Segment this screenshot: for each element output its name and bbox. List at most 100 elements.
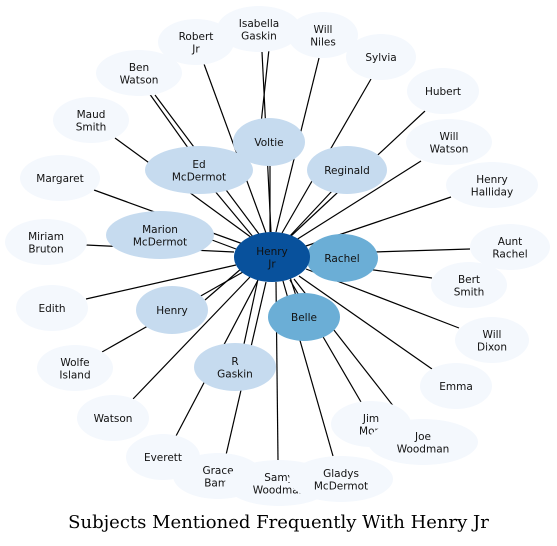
node-henry: Henry [136,286,208,334]
node-label-bert-smith: Bert Smith [454,274,485,299]
node-will-dixon: Will Dixon [455,317,529,363]
node-label-grace-bamf: Grace Bamf [202,465,233,490]
node-reginald: Reginald [307,146,387,194]
node-label-henry-jr: Henry Jr [256,246,288,271]
node-label-watson: Watson [94,413,133,425]
node-will-niles: Will Niles [288,12,358,58]
node-layer: Isabella Gaskin Will Niles Robert Jr Sylvia Ben… [5,6,550,506]
node-joe-woodman: Joe Woodman [368,419,478,465]
node-label-ed-mcdermot: Ed McDermot [172,159,226,184]
node-shape-henry-halliday [446,162,538,208]
node-shape-reginald [307,146,387,194]
edge-henry-jr-r-gaskin [243,278,259,345]
node-label-will-watson: Will Watson [430,131,469,156]
edge-henry-jr-edith [85,264,237,300]
node-label-voltie: Voltie [254,137,283,149]
node-shape-edith [16,285,88,331]
node-label-marion-mcdermot: Marion McDermot [133,224,187,249]
edge-henry-jr-watson [132,276,251,400]
node-label-gladys-mcdermot: Gladys McDermot [314,468,368,493]
node-shape-aunt-rachel [470,224,550,270]
node-shape-voltie [233,118,305,166]
node-watson: Watson [77,395,149,441]
node-will-watson: Will Watson [406,119,492,165]
node-label-aunt-rachel: Aunt Rachel [492,236,527,261]
edge-henry-jr-emma [298,275,433,370]
node-label-r-gaskin: R Gaskin [217,356,253,381]
node-belle: Belle [268,293,340,341]
node-label-belle: Belle [291,312,317,324]
node-label-will-dixon: Will Dixon [477,329,507,354]
node-margaret: Margaret [20,155,100,201]
node-miriam-bruton: Miriam Bruton [5,219,87,265]
node-robert-jr: Robert Jr [158,19,234,65]
node-maud-smith: Maud Smith [53,97,129,143]
node-label-maud-smith: Maud Smith [76,109,107,134]
edge-henry-jr-belle [289,276,297,297]
node-shape-ben-watson [96,50,182,96]
node-label-everett: Everett [144,452,182,464]
node-shape-wolfe-island [37,345,113,391]
node-shape-watson [77,395,149,441]
node-label-rachel: Rachel [324,253,359,265]
node-henry-jr: Henry Jr [234,232,310,282]
node-ben-watson: Ben Watson [96,50,182,96]
node-henry-halliday: Henry Halliday [446,162,538,208]
node-shape-joe-woodman [368,419,478,465]
edge-henry-jr-will-watson [295,160,422,241]
node-label-ben-watson: Ben Watson [120,62,159,87]
node-isabella-gaskin: Isabella Gaskin [217,6,301,52]
node-voltie: Voltie [233,118,305,166]
node-label-sylvia: Sylvia [365,52,396,64]
node-marion-mcdermot: Marion McDermot [106,211,214,259]
node-edith: Edith [16,285,88,331]
node-ed-mcdermot: Ed McDermot [145,146,253,194]
node-label-samy-woodman: Samy Woodman [253,472,306,497]
node-label-robert-jr: Robert Jr [179,31,214,56]
node-shape-will-watson [406,119,492,165]
node-label-reginald: Reginald [324,165,370,177]
node-label-emma: Emma [439,381,473,393]
node-shape-margaret [20,155,100,201]
edge-henry-jr-marion-mcdermot [211,239,237,250]
node-shape-isabella-gaskin [217,6,301,52]
node-label-joe-woodman: Joe Woodman [397,431,450,456]
node-emma: Emma [420,363,492,409]
node-shape-gladys-mcdermot [289,456,393,502]
node-shape-emma [420,363,492,409]
edge-voltie-isabella-gaskin [260,48,270,125]
node-shape-henry-jr [234,232,310,282]
node-rachel: Rachel [306,234,378,282]
node-bert-smith: Bert Smith [431,262,507,308]
node-sylvia: Sylvia [346,34,416,80]
node-shape-robert-jr [158,19,234,65]
node-aunt-rachel: Aunt Rachel [470,224,550,270]
edge-henry-jr-henry [204,267,243,301]
node-label-isabella-gaskin: Isabella Gaskin [239,18,279,43]
node-gladys-mcdermot: Gladys McDermot [289,456,393,502]
node-hubert: Hubert [407,68,479,114]
node-shape-henry [136,286,208,334]
node-label-edith: Edith [39,303,66,315]
node-shape-rachel [306,234,378,282]
node-shape-sylvia [346,34,416,80]
node-label-miriam-bruton: Miriam Bruton [28,231,64,256]
node-wolfe-island: Wolfe Island [37,345,113,391]
diagram-title: Subjects Mentioned Frequently With Henry… [68,512,489,533]
node-shape-will-dixon [455,317,529,363]
edge-henry-jr-ed-mcdermot [213,189,255,239]
node-shape-r-gaskin [194,343,276,391]
node-shape-will-niles [288,12,358,58]
edge-henry-jr-reginald [287,189,334,239]
node-shape-miriam-bruton [5,219,87,265]
node-label-henry-halliday: Henry Halliday [471,174,513,199]
node-label-wolfe-island: Wolfe Island [59,357,90,382]
node-shape-ed-mcdermot [145,146,253,194]
node-shape-bert-smith [431,262,507,308]
node-shape-marion-mcdermot [106,211,214,259]
node-label-margaret: Margaret [36,173,83,185]
node-shape-maud-smith [53,97,129,143]
edge-ed-mcdermot-ben-watson [148,92,192,153]
node-shape-hubert [407,68,479,114]
